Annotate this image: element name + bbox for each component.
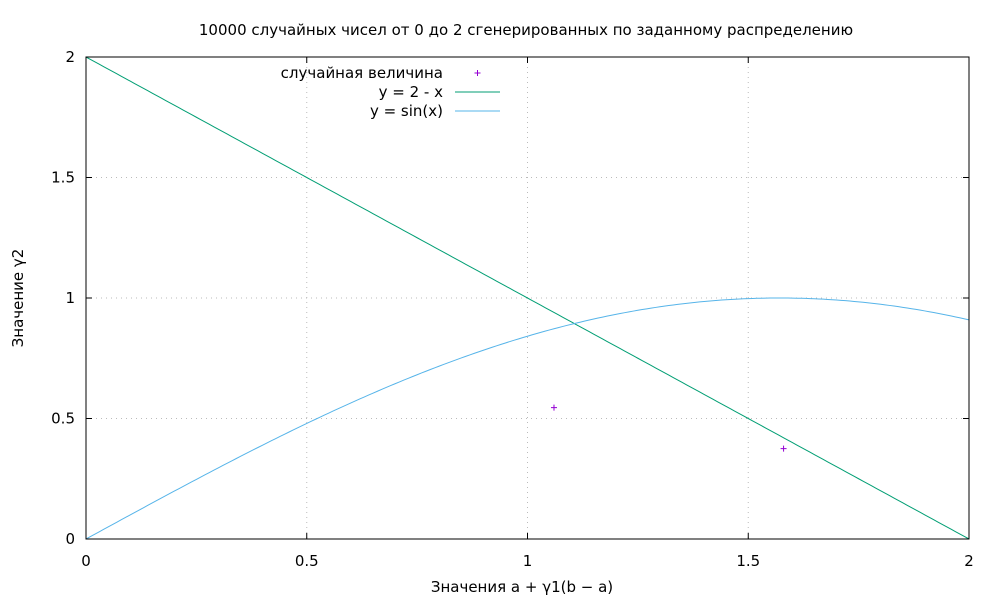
x-tick-label: 2 [964, 552, 974, 570]
plot-frame [85, 56, 970, 540]
tick-labels: 0 0.5 1 1.5 2 0 0.5 1 1.5 2 [51, 48, 974, 570]
legend-label: y = sin(x) [370, 102, 443, 120]
y-tick-label: 1 [65, 289, 75, 307]
chart-title: 10000 случайных чисел от 0 до 2 сгенерир… [199, 21, 853, 39]
x-tick-label: 1.5 [736, 552, 760, 570]
x-tick-label: 0.5 [295, 552, 319, 570]
y-tick-label: 1.5 [51, 169, 75, 187]
series-layer [85, 56, 970, 540]
y-tick-label: 0.5 [51, 410, 75, 428]
legend-marker [474, 70, 481, 76]
x-tick-label: 0 [81, 552, 91, 570]
x-axis-label: Значения a + γ1(b − a) [431, 578, 613, 596]
y-tick-label: 2 [65, 48, 75, 66]
series-line [85, 56, 970, 540]
x-tick-label: 1 [523, 552, 533, 570]
data-point [780, 445, 787, 452]
legend-label: y = 2 - x [379, 83, 443, 101]
data-point [550, 404, 557, 411]
legend-label: случайная величина [281, 64, 443, 82]
y-axis-label: Значение γ2 [9, 249, 27, 348]
series-line [85, 297, 970, 540]
y-tick-label: 0 [65, 530, 75, 548]
